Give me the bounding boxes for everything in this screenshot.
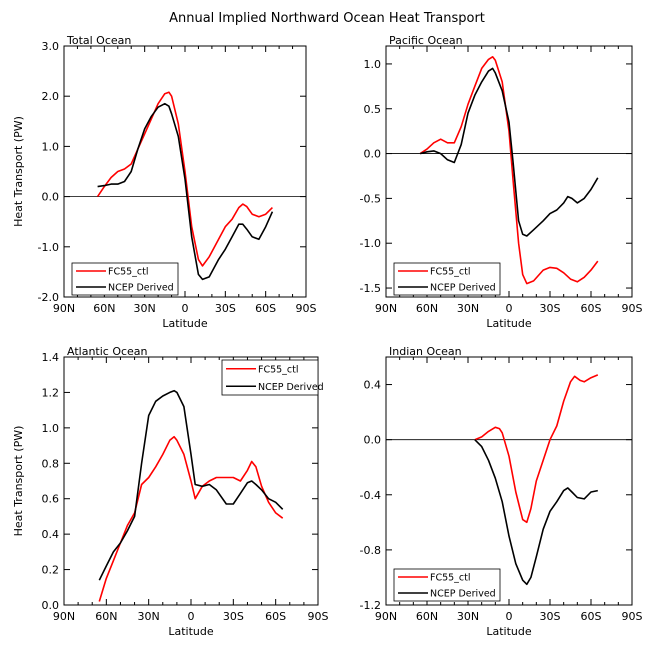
y-tick-label: 0.0: [42, 191, 60, 204]
y-tick-label: 0.0: [364, 148, 382, 161]
x-tick-label: 30N: [457, 610, 479, 623]
y-tick-label: 1.4: [42, 351, 60, 364]
legend-label: NCEP Derived: [108, 283, 174, 294]
x-axis-label: Latitude: [486, 625, 532, 638]
x-tick-label: 30S: [540, 610, 561, 623]
legend: FC55_ctl NCEP Derived: [393, 568, 501, 602]
x-tick-label: 0: [506, 610, 513, 623]
panel-total-ocean: 90N 60N 30N 0 30S 60S 90S 3.0 2.0 1.0 0.0 -1.0 -2.0 T…: [12, 34, 317, 330]
x-tick-label: 30N: [457, 302, 479, 315]
legend-box: [393, 568, 501, 602]
x-tick-label: 60S: [265, 610, 286, 623]
legend-label: NCEP Derived: [430, 283, 496, 294]
panel-title: Atlantic Ocean: [67, 345, 148, 358]
x-tick-label: 60S: [581, 610, 602, 623]
legend-box: [393, 262, 501, 296]
x-tick-label: 30N: [134, 302, 156, 315]
legend-label: FC55_ctl: [430, 573, 471, 584]
legend-box: [221, 359, 319, 396]
y-tick-label: 2.0: [42, 90, 60, 103]
x-tick-label: 30S: [215, 302, 236, 315]
plot-frame: [385, 356, 633, 606]
y-tick-label: -1.0: [360, 237, 381, 250]
series-line-fc55-ctl: [96, 91, 273, 267]
x-tick-label: 90S: [622, 302, 643, 315]
y-tick-label: 0.6: [42, 493, 60, 506]
x-tick-label: 30S: [540, 302, 561, 315]
x-axis-label: Latitude: [486, 317, 532, 330]
legend-label: FC55_ctl: [430, 267, 471, 278]
series-line-fc55-ctl: [419, 55, 599, 285]
panel-title: Pacific Ocean: [389, 34, 463, 47]
y-tick-label: 0.0: [364, 434, 382, 447]
x-tick-label: 90S: [308, 610, 329, 623]
legend: FC55_ctl NCEP Derived: [393, 262, 501, 296]
x-tick-label: 60S: [255, 302, 276, 315]
y-axis-label: Heat Transport (PW): [12, 116, 25, 227]
legend-box: [71, 262, 179, 296]
x-tick-label: 0: [182, 302, 189, 315]
y-tick-label: -0.4: [360, 489, 381, 502]
y-tick-label: -1.5: [360, 282, 381, 295]
series-line-ncep-derived: [474, 439, 598, 586]
x-tick-label: 0: [506, 302, 513, 315]
legend-label: FC55_ctl: [108, 267, 149, 278]
panel-pacific-ocean: 90N 60N 30N 0 30S 60S 90S 1.0 0.5 0.0 -0.5 -1.0 -1.5…: [360, 34, 643, 330]
y-tick-label: 1.0: [42, 140, 60, 153]
y-tick-label: 0.0: [42, 599, 60, 612]
x-tick-label: 90S: [622, 610, 643, 623]
y-tick-label: 0.4: [364, 379, 382, 392]
x-tick-label: 60N: [416, 610, 438, 623]
y-tick-label: -1.0: [38, 241, 59, 254]
figure-title: Annual Implied Northward Ocean Heat Tran…: [169, 11, 485, 26]
x-tick-label: 90N: [53, 302, 75, 315]
panel-indian-ocean: 90N 60N 30N 0 30S 60S 90S 0.4 0.0 -0.4 -0.8 -1.2 Ind…: [360, 345, 643, 638]
y-tick-label: -2.0: [38, 291, 59, 304]
series-line-ncep-derived: [97, 102, 274, 281]
x-tick-label: 90S: [296, 302, 317, 315]
series-line-fc55-ctl: [474, 374, 599, 524]
x-tick-label: 60S: [581, 302, 602, 315]
panel-title: Total Ocean: [66, 34, 131, 47]
panel-title: Indian Ocean: [389, 345, 462, 358]
y-tick-label: 0.8: [42, 457, 60, 470]
legend-label: FC55_ctl: [258, 364, 299, 375]
y-tick-label: 1.2: [42, 386, 60, 399]
y-tick-label: -1.2: [360, 599, 381, 612]
x-tick-label: 90N: [375, 302, 397, 315]
y-axis-label: Heat Transport (PW): [12, 426, 25, 537]
x-axis-label: Latitude: [168, 625, 214, 638]
x-tick-label: 90N: [375, 610, 397, 623]
x-axis-label: Latitude: [162, 317, 208, 330]
legend: FC55_ctl NCEP Derived: [221, 359, 324, 396]
legend-label: NCEP Derived: [430, 589, 496, 600]
x-tick-label: 30S: [223, 610, 244, 623]
x-tick-label: 30N: [138, 610, 160, 623]
x-tick-label: 60N: [416, 302, 438, 315]
x-tick-label: 0: [188, 610, 195, 623]
y-tick-label: 0.5: [364, 103, 382, 116]
legend-label: NCEP Derived: [258, 382, 324, 393]
series-line-ncep-derived: [98, 389, 284, 581]
y-tick-label: 1.0: [364, 58, 382, 71]
y-tick-label: 3.0: [42, 40, 60, 53]
y-tick-label: -0.8: [360, 544, 381, 557]
series-line-fc55-ctl: [98, 435, 284, 602]
x-tick-label: 90N: [53, 610, 75, 623]
panel-atlantic-ocean: 90N 60N 30N 0 30S 60S 90S 1.4 1.2 1.0 0.8 0.6 0.4 0.2…: [12, 345, 329, 638]
y-tick-label: -0.5: [360, 192, 381, 205]
x-tick-label: 60N: [93, 302, 115, 315]
y-tick-label: 0.2: [42, 564, 60, 577]
series-line-ncep-derived: [419, 67, 599, 237]
x-tick-label: 60N: [95, 610, 117, 623]
plot-frame: [385, 45, 633, 298]
legend: FC55_ctl NCEP Derived: [71, 262, 179, 296]
y-tick-label: 1.0: [42, 422, 60, 435]
y-tick-label: 0.4: [42, 528, 60, 541]
